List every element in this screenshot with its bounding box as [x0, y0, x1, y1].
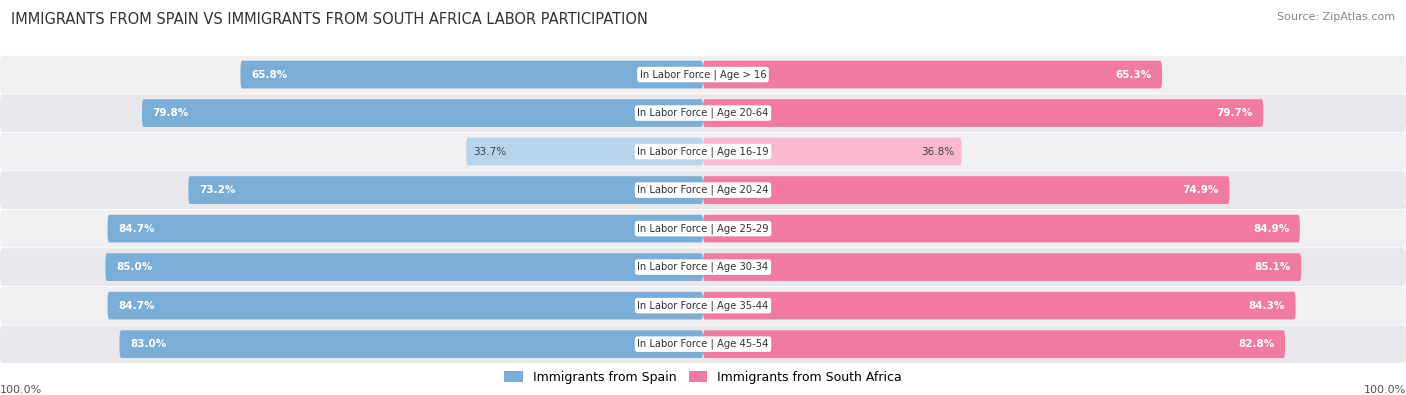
FancyBboxPatch shape	[142, 99, 703, 127]
FancyBboxPatch shape	[0, 210, 1406, 248]
Text: In Labor Force | Age 20-64: In Labor Force | Age 20-64	[637, 108, 769, 118]
Text: In Labor Force | Age 16-19: In Labor Force | Age 16-19	[637, 146, 769, 157]
Text: 79.8%: 79.8%	[153, 108, 188, 118]
FancyBboxPatch shape	[703, 330, 1285, 358]
Text: 73.2%: 73.2%	[200, 185, 235, 195]
FancyBboxPatch shape	[703, 215, 1301, 243]
Legend: Immigrants from Spain, Immigrants from South Africa: Immigrants from Spain, Immigrants from S…	[499, 366, 907, 389]
FancyBboxPatch shape	[0, 94, 1406, 132]
Text: 79.7%: 79.7%	[1216, 108, 1253, 118]
Text: 84.3%: 84.3%	[1249, 301, 1285, 310]
FancyBboxPatch shape	[703, 61, 1161, 88]
FancyBboxPatch shape	[703, 176, 1229, 204]
Text: In Labor Force | Age > 16: In Labor Force | Age > 16	[640, 69, 766, 80]
FancyBboxPatch shape	[107, 292, 703, 320]
Text: 65.8%: 65.8%	[252, 70, 287, 79]
FancyBboxPatch shape	[703, 99, 1264, 127]
Text: 74.9%: 74.9%	[1182, 185, 1219, 195]
Text: 36.8%: 36.8%	[921, 147, 955, 156]
Text: 100.0%: 100.0%	[0, 385, 42, 395]
Text: 85.1%: 85.1%	[1254, 262, 1291, 272]
FancyBboxPatch shape	[703, 292, 1296, 320]
Text: In Labor Force | Age 20-24: In Labor Force | Age 20-24	[637, 185, 769, 196]
FancyBboxPatch shape	[107, 215, 703, 243]
FancyBboxPatch shape	[0, 325, 1406, 363]
FancyBboxPatch shape	[0, 248, 1406, 286]
Text: In Labor Force | Age 25-29: In Labor Force | Age 25-29	[637, 223, 769, 234]
FancyBboxPatch shape	[0, 133, 1406, 171]
FancyBboxPatch shape	[703, 253, 1302, 281]
Text: 65.3%: 65.3%	[1115, 70, 1152, 79]
FancyBboxPatch shape	[0, 287, 1406, 325]
Text: Source: ZipAtlas.com: Source: ZipAtlas.com	[1277, 12, 1395, 22]
Text: In Labor Force | Age 45-54: In Labor Force | Age 45-54	[637, 339, 769, 350]
FancyBboxPatch shape	[703, 138, 962, 166]
Text: IMMIGRANTS FROM SPAIN VS IMMIGRANTS FROM SOUTH AFRICA LABOR PARTICIPATION: IMMIGRANTS FROM SPAIN VS IMMIGRANTS FROM…	[11, 12, 648, 27]
FancyBboxPatch shape	[0, 171, 1406, 209]
Text: 84.7%: 84.7%	[118, 224, 155, 233]
FancyBboxPatch shape	[240, 61, 703, 88]
FancyBboxPatch shape	[105, 253, 703, 281]
FancyBboxPatch shape	[120, 330, 703, 358]
Text: In Labor Force | Age 35-44: In Labor Force | Age 35-44	[637, 300, 769, 311]
FancyBboxPatch shape	[0, 56, 1406, 94]
Text: 83.0%: 83.0%	[129, 339, 166, 349]
Text: 84.9%: 84.9%	[1253, 224, 1289, 233]
Text: 100.0%: 100.0%	[1364, 385, 1406, 395]
FancyBboxPatch shape	[465, 138, 703, 166]
Text: 85.0%: 85.0%	[115, 262, 152, 272]
Text: In Labor Force | Age 30-34: In Labor Force | Age 30-34	[637, 262, 769, 273]
FancyBboxPatch shape	[188, 176, 703, 204]
Text: 82.8%: 82.8%	[1239, 339, 1275, 349]
Text: 84.7%: 84.7%	[118, 301, 155, 310]
Text: 33.7%: 33.7%	[472, 147, 506, 156]
